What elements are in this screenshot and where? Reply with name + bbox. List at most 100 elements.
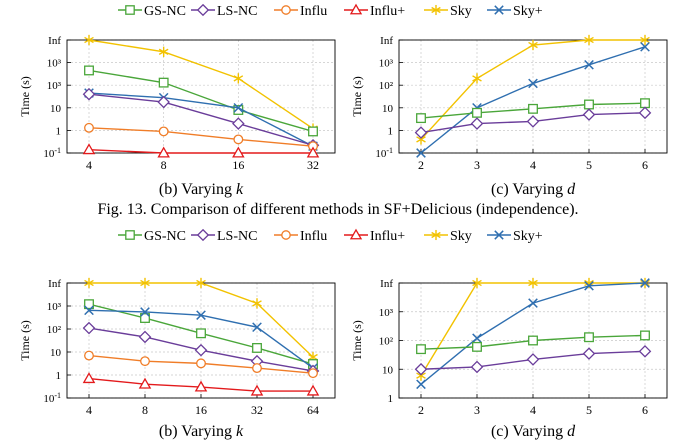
data-point [584,34,594,46]
y-tick-label: 1 [388,393,394,405]
legend-marker [281,5,291,15]
series-skyplus [84,305,318,373]
data-point [82,87,96,101]
legend-marker [431,4,441,16]
data-point [470,360,484,374]
skyplus-marker-stroke [472,333,482,344]
sky-marker-stroke [233,75,244,82]
skyplus-marker-stroke [640,41,650,52]
y-axis-label: Time (s) [350,320,364,361]
skyplus-marker-stroke [84,305,94,316]
data-point [84,34,94,46]
caption-prefix: (c) Varying [491,181,567,198]
chart-panel-b-bottom: 10-1 1 10 10² 10³ Inf 4 8 16 32 64 Time (s) (b) Vary… [18,277,336,440]
legend-top: GS-NC LS-NC Influ Influ+ Sky Sky+ [118,3,543,19]
data-point [414,362,428,376]
series-skyplus [416,41,650,158]
sky-marker-stroke [84,36,94,44]
legend-marker [494,230,504,240]
figure-caption: Fig. 13. Comparison of different methods… [97,201,578,218]
caption-variable: d [567,181,576,198]
legend-bottom: GS-NC LS-NC Influ Influ+ Sky Sky+ [118,228,543,244]
legend-label: GS-NC [144,4,186,19]
data-point [638,345,652,358]
data-point [82,143,96,155]
data-point [526,115,540,128]
legend-label: Sky [450,4,472,19]
data-point [140,313,150,323]
data-point [582,347,596,360]
legend-marker [281,230,291,240]
y-tick-label: 10 [50,347,62,359]
caption-variable: d [567,423,576,440]
y-tick-label: 10 [50,103,62,115]
data-point [140,277,150,289]
data-point [472,333,482,344]
series-line [88,93,314,146]
legend-item: LS-NC [191,3,257,19]
chart-panel-c-top: 10-1 1 10 10² 10³ Inf 2 3 4 5 6 Time (s) (c) Varying… [350,34,668,198]
legend-marker [125,5,135,15]
caption-prefix: (c) Varying [491,423,567,440]
y-tick-label: 10 [382,103,394,115]
skyplus-marker-stroke [196,310,206,320]
chart-panel-c-bottom: 1 10 10² 10³ Inf 2 3 4 5 6 Time (s) (c) Varying d [350,277,668,440]
series-sky [84,277,318,363]
y-tick-label: 10³ [47,80,62,92]
data-point [528,298,538,308]
x-tick-label: 2 [418,158,424,172]
data-point [84,65,94,76]
y-tick-label: 10³ [379,58,394,70]
skyplus-marker-stroke [416,379,426,390]
data-point [640,278,650,288]
legend-item: Influ [274,229,327,244]
data-point [138,377,152,389]
data-point [414,126,428,139]
y-tick-label: Inf [48,278,61,290]
skyplus-marker-stroke [494,230,504,240]
legend-label: LS-NC [217,229,257,244]
skyplus-marker-stroke [233,102,244,113]
sky-marker-stroke [640,36,650,44]
series-line [88,148,313,154]
data-point [472,73,482,84]
y-tick-label: 1 [56,370,62,382]
caption-variable: k [236,423,244,440]
x-tick-label: 4 [530,158,536,172]
data-point [84,277,94,289]
legend-marker [431,229,441,241]
data-point [84,299,94,310]
data-point [416,113,426,124]
series-line [88,92,314,147]
chart-panel-b-top: 10-1 1 10 10³ 10³ Inf 4 8 16 32 Time (s) (b) Varyin… [18,34,336,198]
x-tick-label: 3 [474,403,480,417]
data-point [528,335,538,346]
y-tick-label: Inf [380,278,393,290]
data-point [528,103,538,114]
y-tick-label: 10-1 [43,146,61,160]
data-point [196,310,206,320]
y-tick-label-exponent: -1 [386,146,393,155]
sky-marker-stroke [584,36,594,44]
data-point [584,332,594,343]
data-point [84,350,94,361]
sky-marker-stroke [472,75,482,82]
sky-marker-stroke [158,48,169,56]
y-axis-label: Time (s) [350,76,364,117]
x-tick-label: 8 [142,403,148,417]
data-point [140,356,150,367]
data-point [308,126,318,137]
data-point [157,146,170,158]
sky-marker-stroke [584,279,594,287]
data-point [158,46,169,57]
sky-marker-stroke [196,279,206,287]
sky-marker-stroke [472,279,482,287]
y-tick-label: 10³ [379,307,394,319]
x-tick-label: 3 [474,158,480,172]
series-line [88,39,314,130]
legend-item: Sky [424,4,472,19]
legend-label: Sky+ [513,4,543,19]
data-point [252,363,262,374]
data-point [582,108,596,121]
legend-label: Influ [300,229,327,244]
